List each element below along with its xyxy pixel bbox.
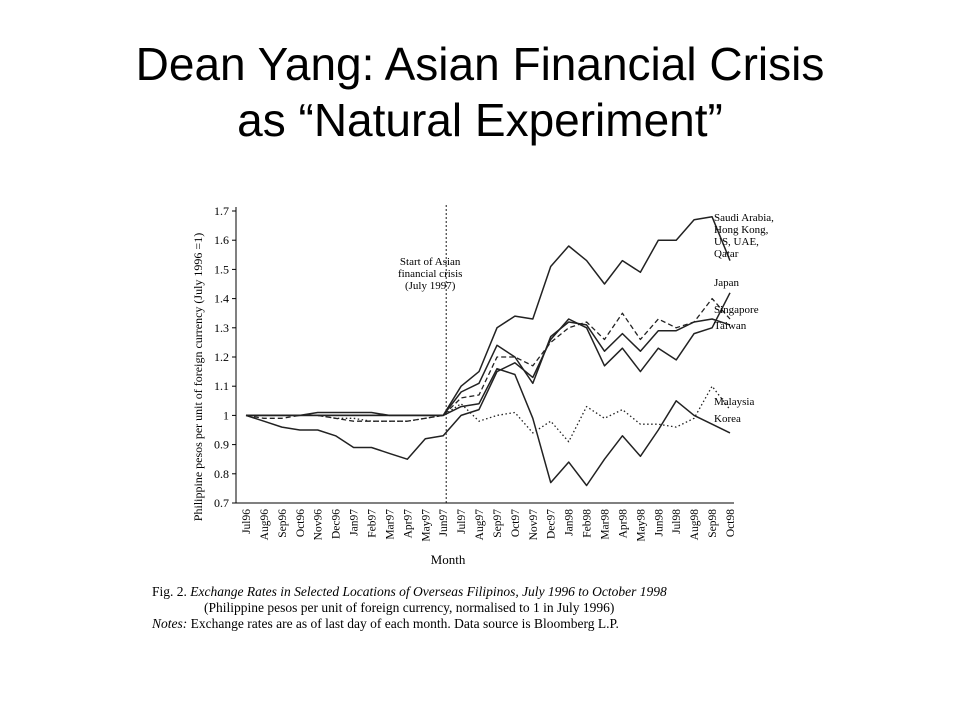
series-line bbox=[246, 318, 731, 417]
crisis-annotation-text: financial crisis bbox=[398, 268, 462, 280]
x-tick-label: Mar97 bbox=[384, 509, 396, 540]
y-axis-title: Philippine pesos per unit of foreign cur… bbox=[191, 233, 205, 521]
figure-caption: Fig. 2. Exchange Rates in Selected Locat… bbox=[152, 584, 852, 632]
y-tick-label: 1.1 bbox=[214, 379, 229, 393]
x-tick-label: Jul96 bbox=[241, 509, 253, 534]
series-line bbox=[246, 385, 731, 443]
caption-fig-label: Fig. 2. bbox=[152, 584, 187, 599]
caption-notes-text: Exchange rates are as of last day of eac… bbox=[190, 616, 619, 631]
crisis-annotation-text: (July 1997) bbox=[405, 280, 456, 292]
caption-line-1: Fig. 2. Exchange Rates in Selected Locat… bbox=[152, 584, 852, 600]
y-tick-label: 0.7 bbox=[214, 496, 229, 510]
x-tick-label: Oct98 bbox=[725, 509, 737, 537]
x-tick-label: Dec97 bbox=[546, 509, 558, 539]
y-tick-label: 1.4 bbox=[214, 292, 229, 306]
series-label: Korea bbox=[714, 413, 741, 425]
series-label: Saudi Arabia, bbox=[714, 212, 774, 224]
x-tick-label: Jul97 bbox=[456, 509, 468, 534]
y-tick-label: 1.6 bbox=[214, 233, 229, 247]
caption-subtitle: (Philippine pesos per unit of foreign cu… bbox=[204, 600, 615, 615]
slide-title-line-2: as “Natural Experiment” bbox=[237, 94, 723, 146]
series-line bbox=[246, 367, 731, 487]
caption-fig-title: Exchange Rates in Selected Locations of … bbox=[190, 584, 667, 599]
series-label: Taiwan bbox=[714, 320, 747, 332]
caption-notes: Notes: Exchange rates are as of last day… bbox=[152, 616, 852, 632]
y-tick-label: 1.7 bbox=[214, 204, 229, 218]
slide-title: Dean Yang: Asian Financial Crisis as “Na… bbox=[0, 36, 960, 148]
x-tick-label: Nov97 bbox=[528, 509, 540, 541]
x-tick-label: Aug97 bbox=[474, 509, 486, 541]
x-tick-label: Apr98 bbox=[617, 509, 629, 539]
x-tick-label: Oct96 bbox=[295, 509, 307, 537]
x-tick-label: Sep98 bbox=[707, 509, 719, 538]
crisis-annotation-text: Start of Asian bbox=[400, 256, 461, 268]
x-tick-label: Mar98 bbox=[600, 509, 612, 540]
x-tick-label: May98 bbox=[635, 509, 647, 542]
y-tick-label: 1 bbox=[223, 408, 229, 422]
x-tick-label: Sep96 bbox=[277, 509, 289, 538]
x-tick-label: Oct97 bbox=[510, 509, 522, 537]
x-tick-label: Jan97 bbox=[349, 509, 361, 536]
x-tick-label: Feb97 bbox=[366, 509, 378, 538]
y-tick-label: 1.5 bbox=[214, 262, 229, 276]
series-label: Hong Kong, bbox=[714, 224, 769, 236]
x-tick-label: Jul98 bbox=[671, 509, 683, 534]
x-tick-label: May97 bbox=[420, 509, 432, 542]
x-tick-label: Aug96 bbox=[259, 509, 271, 541]
x-tick-label: Jan98 bbox=[564, 509, 576, 536]
y-tick-label: 0.9 bbox=[214, 438, 229, 452]
chart-series-group bbox=[245, 216, 731, 487]
x-tick-label: Dec96 bbox=[331, 509, 343, 539]
x-axis-title: Month bbox=[431, 552, 466, 567]
y-tick-label: 1.3 bbox=[214, 321, 229, 335]
x-tick-label: Aug98 bbox=[689, 509, 701, 541]
y-tick-label: 0.8 bbox=[214, 467, 229, 481]
x-tick-label: Jun98 bbox=[653, 509, 665, 537]
x-tick-label: Sep97 bbox=[492, 509, 504, 538]
x-tick-label: Nov96 bbox=[313, 509, 325, 541]
chart-axes: 0.7 0.8 0.9 1 1.1 1.2 1.3 1.4 1.5 1.6 1.7 Jul96 Aug9… bbox=[191, 204, 737, 567]
x-tick-label: Feb98 bbox=[582, 509, 594, 538]
chart-series-labels: Saudi Arabia,Hong Kong,US, UAE,Qatar Japa… bbox=[714, 212, 774, 425]
x-tick-label: Apr97 bbox=[402, 509, 414, 539]
series-label: Singapore bbox=[714, 304, 759, 316]
caption-notes-label: Notes: bbox=[152, 616, 188, 631]
series-line bbox=[245, 297, 731, 422]
y-tick-label: 1.2 bbox=[214, 350, 229, 364]
slide-title-line-1: Dean Yang: Asian Financial Crisis bbox=[135, 38, 825, 90]
series-label: Japan bbox=[714, 277, 740, 289]
series-label: Malaysia bbox=[714, 396, 754, 408]
exchange-rate-chart: 0.7 0.8 0.9 1 1.1 1.2 1.3 1.4 1.5 1.6 1.7 Jul96 Aug9… bbox=[191, 204, 774, 567]
series-label: Qatar bbox=[714, 248, 739, 260]
series-line bbox=[245, 292, 731, 460]
x-tick-label: Jun97 bbox=[438, 509, 450, 537]
series-label: US, UAE, bbox=[714, 236, 759, 248]
